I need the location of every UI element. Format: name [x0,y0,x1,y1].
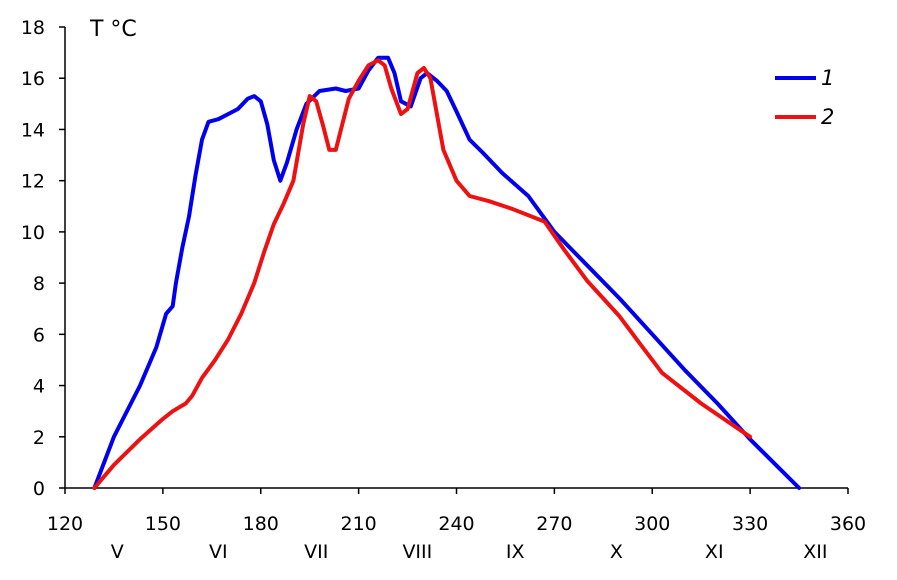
y-tick-label: 12 [21,171,45,193]
y-tick-label: 6 [33,324,45,346]
month-label: V [111,541,124,563]
x-ticks: 120 150 180 210 240 270 300 330 360 [47,488,866,535]
legend: 12 [775,66,834,129]
x-tick-label: 180 [243,513,279,535]
x-tick-label: 150 [145,513,181,535]
y-tick-label: 2 [33,427,45,449]
y-tick-label: 0 [33,478,45,500]
month-label: IX [506,541,525,563]
series-layer [92,55,802,490]
y-ticks: 0 2 4 6 8 10 12 14 16 18 [21,17,65,500]
month-label: XII [803,541,827,563]
month-label: VIII [402,541,432,563]
y-tick-label: 10 [21,222,45,244]
y-tick-label: 8 [33,273,45,295]
x-tick-label: 330 [732,513,768,535]
y-tick-label: 16 [21,68,45,90]
x-tick-label: 270 [536,513,572,535]
series-line-1 [92,55,802,490]
x-tick-label: 120 [47,513,83,535]
month-label: VI [209,541,228,563]
legend-label-2: 2 [821,105,834,129]
y-tick-label: 18 [21,17,45,39]
y-axis-label: T °C [89,17,137,42]
month-labels: V VI VII VIII IX X XI XII [111,541,828,563]
series-line-2 [92,58,753,490]
month-label: XI [705,541,724,563]
x-tick-label: 240 [438,513,474,535]
x-tick-label: 210 [340,513,376,535]
x-tick-label: 360 [830,513,866,535]
month-label: VII [304,541,328,563]
legend-label-1: 1 [821,66,834,90]
x-tick-label: 300 [634,513,670,535]
month-label: X [610,541,623,563]
y-tick-label: 4 [33,376,45,398]
y-tick-label: 14 [21,119,45,141]
